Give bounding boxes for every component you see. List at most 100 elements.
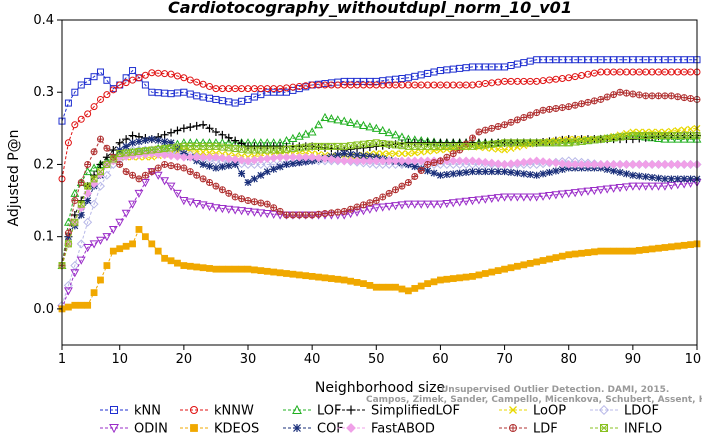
data-point (532, 156, 542, 166)
data-point-cross (661, 132, 669, 139)
data-point (231, 136, 240, 145)
data-point (448, 159, 458, 169)
data-point (384, 156, 394, 166)
data-point (359, 152, 367, 160)
data-point-cross (91, 148, 98, 155)
x-tick-label: 100 (685, 352, 702, 367)
data-point-cross (495, 123, 502, 130)
data-point (224, 133, 233, 142)
data-point-cross (199, 143, 207, 150)
data-point (551, 191, 561, 200)
data-point-cross (84, 182, 91, 190)
data-point (109, 86, 117, 94)
data-point-cross (161, 145, 168, 152)
data-point-cross (649, 92, 656, 99)
data-point-cross (315, 143, 322, 150)
data-point (417, 148, 425, 156)
data-point-cross (591, 97, 598, 104)
data-point (84, 110, 92, 118)
data-point-cross (180, 165, 187, 172)
data-point (154, 247, 162, 255)
data-point (480, 195, 490, 204)
data-point (622, 170, 630, 178)
data-point (623, 247, 630, 255)
data-point (276, 269, 284, 277)
data-point (583, 160, 593, 169)
data-point-cross (168, 162, 175, 169)
data-point (557, 159, 567, 169)
data-point-cross (636, 91, 643, 98)
data-point (525, 193, 535, 202)
data-point-cross (430, 143, 438, 150)
data-point (122, 242, 130, 250)
data-point (250, 175, 258, 183)
data-point (77, 200, 85, 208)
data-point (512, 193, 522, 202)
data-point (596, 186, 606, 195)
data-point (161, 138, 169, 146)
data-point (294, 152, 304, 162)
data-point (359, 156, 368, 166)
data-point-cross (334, 143, 342, 150)
data-point (494, 267, 502, 275)
data-point (404, 287, 412, 295)
data-point (403, 200, 413, 209)
data-point (411, 163, 419, 171)
data-point-cross (635, 132, 643, 139)
data-point-cross (559, 104, 566, 111)
data-point-cross (469, 143, 476, 150)
data-point (404, 150, 412, 158)
data-point (584, 249, 592, 256)
data-point (109, 146, 118, 154)
data-point-cross (456, 143, 463, 150)
data-point-cross (565, 139, 573, 147)
data-point (128, 200, 137, 209)
data-point (148, 240, 156, 248)
data-point-cross (674, 93, 681, 100)
data-point (506, 159, 516, 169)
data-point (435, 200, 445, 209)
data-point (616, 131, 624, 139)
data-point (326, 114, 336, 123)
chart-title: Cardiotocography_withoutdupl_norm_10_v01 (168, 0, 572, 17)
data-point (307, 152, 317, 162)
data-point-cross (71, 218, 79, 226)
data-point (193, 263, 201, 271)
data-point (77, 211, 85, 219)
legend-label: FastABOD (371, 422, 435, 434)
data-point (661, 244, 669, 251)
data-point (122, 74, 130, 82)
data-point (667, 243, 675, 251)
data-point (590, 160, 599, 169)
data-point (238, 169, 246, 177)
data-point-cross (212, 183, 219, 190)
data-point (469, 168, 477, 176)
legend-label: LDF (533, 422, 558, 434)
data-point-cross (103, 161, 111, 168)
data-point-cross (386, 190, 393, 197)
series-knn (58, 56, 701, 125)
data-point-cross (591, 136, 598, 144)
data-point-cross (123, 168, 130, 175)
data-point (365, 156, 375, 166)
data-point (217, 205, 227, 214)
data-point (558, 166, 566, 173)
data-point-cross (475, 142, 483, 149)
data-point-cross (353, 141, 361, 149)
x-tick-label: 50 (368, 352, 385, 367)
data-point-cross (405, 143, 412, 150)
data-point-cross (116, 150, 124, 157)
data-point (424, 280, 432, 288)
data-point (403, 159, 413, 169)
data-point-cross (443, 143, 451, 150)
data-point (488, 168, 496, 176)
data-point (506, 193, 516, 202)
series-line (61, 149, 697, 306)
data-point (519, 193, 529, 202)
data-point (288, 133, 298, 142)
data-point-cross (225, 190, 232, 197)
data-point-cross (148, 168, 155, 175)
x-tick-label: 80 (560, 352, 577, 367)
x-tick-label: 1 (58, 352, 66, 367)
data-point (545, 157, 554, 167)
